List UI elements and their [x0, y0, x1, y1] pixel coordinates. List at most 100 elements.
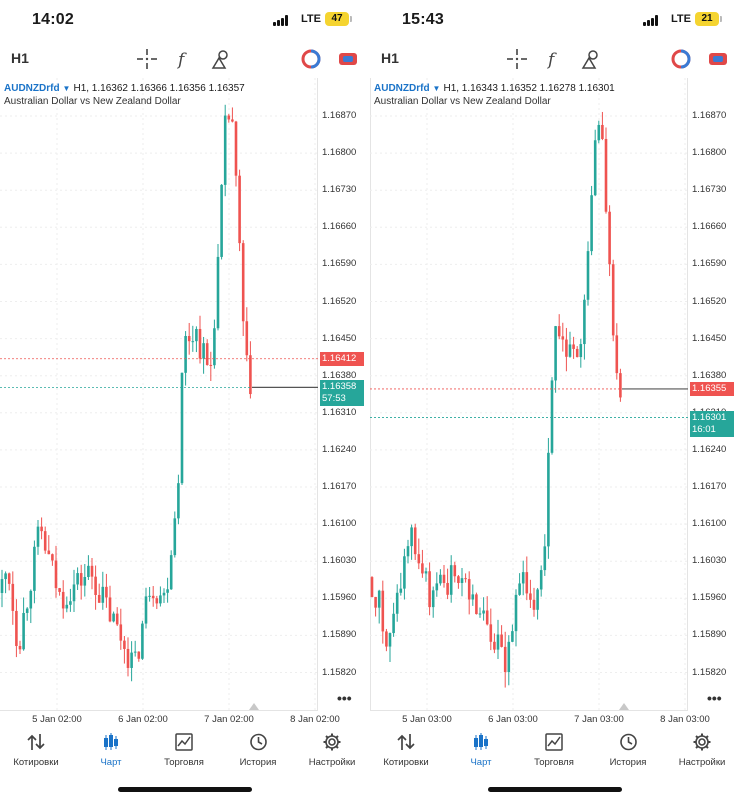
chart-toolbar: H1 f: [0, 42, 369, 76]
price-tick-label: 1.15960: [322, 592, 357, 604]
symbol-name[interactable]: AUDNZDrfd: [4, 83, 60, 94]
timeframe-button[interactable]: H1: [11, 50, 29, 66]
symbol-dropdown-icon[interactable]: ▼: [62, 84, 71, 93]
candle: [568, 331, 572, 358]
nav-item-candles[interactable]: Чарт: [444, 732, 518, 768]
time-axis[interactable]: 5 Jan 02:00 6 Jan 02:00 7 Jan 02:00 8 Jan 0…: [0, 712, 369, 730]
price-axis[interactable]: 1.16870 1.16800 1.16730 1.16660 1.16590 1.165…: [320, 78, 369, 711]
candle: [231, 107, 234, 123]
candle: [611, 259, 615, 342]
candle: [0, 569, 4, 608]
trade-mode-icon[interactable]: [670, 48, 692, 70]
price-tick-label: 1.16100: [322, 518, 357, 530]
gear-icon: [693, 733, 711, 751]
price-tick-label: 1.16170: [692, 481, 727, 492]
nav-label: Чарт: [100, 757, 122, 768]
price-tick-label: 1.16030: [692, 555, 727, 567]
candle: [543, 534, 547, 576]
chart-area[interactable]: [0, 78, 318, 711]
one-click-trade-icon[interactable]: [707, 48, 729, 70]
candle: [238, 169, 241, 252]
price-axis[interactable]: 1.16870 1.16800 1.16730 1.16660 1.16590 1.165…: [690, 78, 739, 711]
objects-icon[interactable]: [210, 48, 232, 70]
trade-mode-icon[interactable]: [300, 48, 322, 70]
candle: [245, 307, 249, 362]
symbol-dropdown-icon[interactable]: ▼: [432, 84, 441, 93]
indicators-icon[interactable]: f: [543, 48, 565, 70]
candlestick-chart[interactable]: [370, 78, 688, 711]
nav-item-trade-chart[interactable]: Торговля: [147, 732, 221, 768]
candle: [489, 608, 493, 651]
symbol-name[interactable]: AUDNZDrfd: [374, 83, 430, 94]
candle: [525, 556, 529, 601]
chart-area[interactable]: [370, 78, 688, 711]
candle: [76, 567, 79, 590]
candle: [550, 377, 554, 455]
candle: [40, 517, 43, 540]
candle: [439, 569, 442, 586]
one-click-trade-icon[interactable]: [337, 48, 359, 70]
crosshair-icon[interactable]: [506, 48, 528, 70]
bar-countdown: 16:01: [692, 423, 716, 435]
nav-item-history-clock[interactable]: История: [591, 732, 665, 768]
history-clock-icon: [620, 733, 637, 751]
price-tick-label: 1.16380: [692, 369, 727, 381]
candle: [191, 325, 195, 352]
candle: [500, 625, 503, 648]
ohlc-values: H1, 1.16362 1.16366 1.16356 1.16357: [73, 83, 245, 94]
candle: [565, 327, 568, 372]
time-tick-label: 5 Jan 03:00: [402, 714, 452, 725]
battery-icon: 21: [695, 12, 722, 26]
nav-item-history-clock[interactable]: История: [221, 732, 295, 768]
phone-screen-left: 14:02 LTE 47 H1 f AUDNZDrfd ▼ H1, 1.16362 …: [0, 0, 369, 800]
candles-icon: [474, 733, 488, 750]
candle: [464, 573, 467, 583]
crosshair-icon[interactable]: [136, 48, 158, 70]
more-menu-button[interactable]: •••: [707, 690, 722, 706]
time-tick-label: 6 Jan 03:00: [488, 714, 538, 725]
candle: [478, 607, 482, 618]
candle: [615, 323, 619, 380]
nav-item-gear[interactable]: Настройки: [665, 732, 739, 768]
candle: [572, 336, 575, 359]
candle: [507, 635, 511, 686]
candle: [370, 576, 374, 598]
candle: [241, 240, 245, 337]
candle: [388, 632, 392, 663]
candle: [579, 338, 583, 368]
candle: [485, 596, 489, 626]
candle: [392, 602, 395, 637]
candle: [381, 580, 385, 644]
candles-icon: [104, 733, 118, 750]
candle: [471, 584, 475, 606]
nav-item-quotes-arrows[interactable]: Котировки: [370, 732, 443, 768]
nav-label: Котировки: [13, 757, 59, 768]
ask-price-tag: 1.16355: [690, 381, 734, 396]
nav-label: История: [239, 757, 277, 768]
nav-item-quotes-arrows[interactable]: Котировки: [0, 732, 73, 768]
time-axis[interactable]: 5 Jan 03:00 6 Jan 03:00 7 Jan 03:00 8 Jan 0…: [370, 712, 739, 730]
bottom-nav: Котировки Чарт Торговля История Настройки: [0, 732, 369, 777]
nav-item-candles[interactable]: Чарт: [74, 732, 148, 768]
timeframe-button[interactable]: H1: [381, 50, 399, 66]
indicators-icon[interactable]: f: [173, 48, 195, 70]
nav-label: Торговля: [534, 757, 574, 768]
ohlc-values: H1, 1.16343 1.16352 1.16278 1.16301: [443, 83, 615, 94]
more-menu-button[interactable]: •••: [337, 690, 352, 706]
nav-item-gear[interactable]: Настройки: [295, 732, 369, 768]
candle: [532, 587, 536, 617]
candle: [69, 588, 72, 612]
candlestick-chart[interactable]: [0, 78, 318, 711]
nav-item-trade-chart[interactable]: Торговля: [517, 732, 591, 768]
bottom-nav: Котировки Чарт Торговля История Настройки: [370, 732, 739, 777]
candle: [503, 631, 507, 688]
home-indicator[interactable]: [117, 787, 252, 792]
candle: [29, 589, 33, 624]
candle: [467, 571, 471, 615]
price-tick-label: 1.16660: [322, 221, 357, 233]
candle: [58, 587, 61, 596]
objects-icon[interactable]: [580, 48, 602, 70]
price-tick-label: 1.16100: [692, 518, 727, 530]
home-indicator[interactable]: [487, 787, 622, 792]
bid-price-value: 1.16358: [322, 381, 357, 393]
